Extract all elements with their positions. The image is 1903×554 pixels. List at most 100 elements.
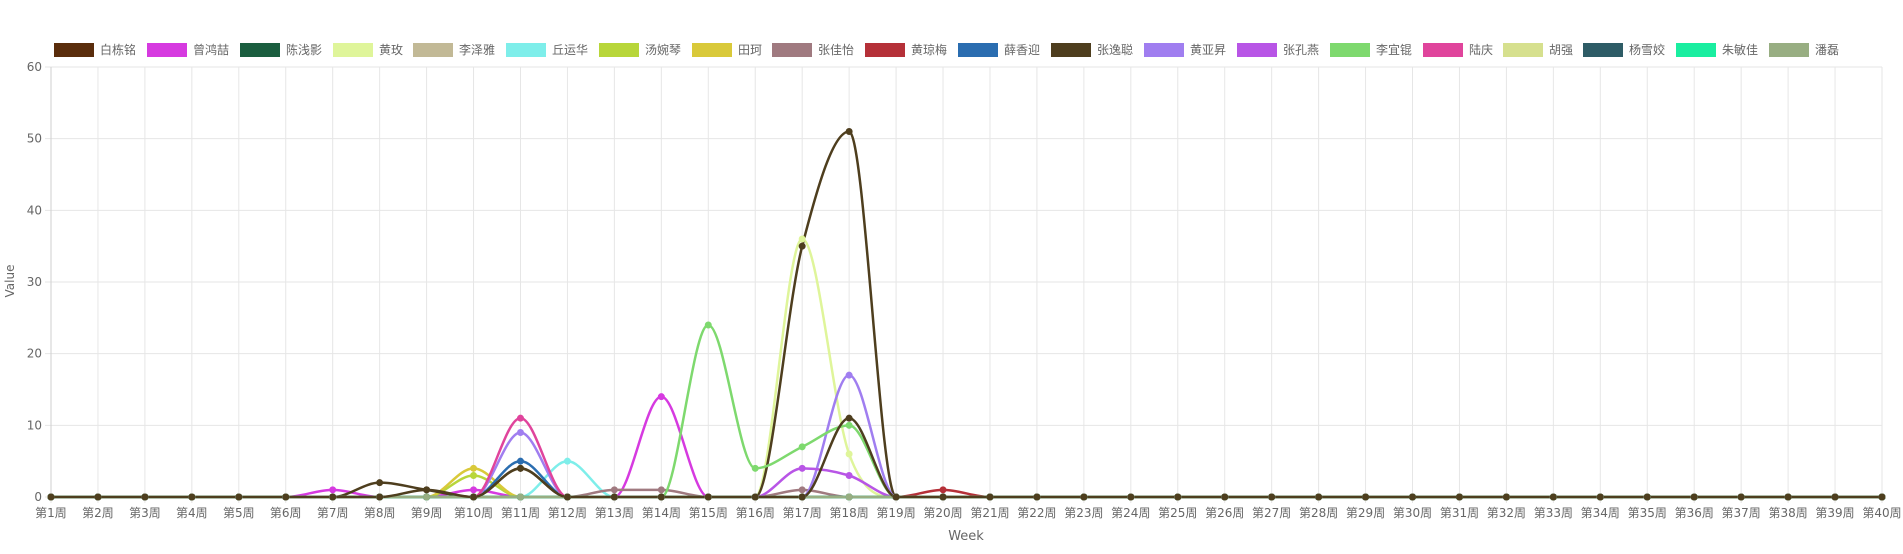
data-point[interactable]	[1127, 493, 1135, 501]
data-point[interactable]	[845, 128, 853, 135]
data-point[interactable]	[563, 493, 571, 501]
data-point[interactable]	[798, 493, 806, 501]
data-point[interactable]	[329, 493, 337, 501]
legend-label: 丘运华	[552, 43, 588, 57]
data-point[interactable]	[376, 493, 384, 501]
data-point[interactable]	[798, 486, 806, 494]
data-point[interactable]	[1737, 493, 1745, 501]
data-point[interactable]	[1502, 493, 1510, 501]
data-point[interactable]	[704, 493, 712, 501]
legend-item[interactable]: 黄玫	[333, 42, 403, 57]
legend-item[interactable]: 张逸聪	[1051, 43, 1133, 57]
data-point[interactable]	[845, 421, 853, 429]
data-point[interactable]	[704, 321, 712, 329]
data-point[interactable]	[939, 493, 947, 501]
data-point[interactable]	[423, 493, 431, 501]
legend-item[interactable]: 朱敏佳	[1676, 42, 1758, 57]
data-point[interactable]	[610, 493, 618, 501]
legend-item[interactable]: 李泽雅	[413, 42, 495, 57]
legend-item[interactable]: 黄亚昇	[1144, 43, 1226, 57]
data-point[interactable]	[141, 493, 149, 501]
data-point[interactable]	[798, 242, 806, 250]
data-point[interactable]	[845, 414, 853, 422]
legend-swatch	[1051, 43, 1091, 57]
legend-swatch	[865, 43, 905, 57]
x-tick-label: 第23周	[1064, 506, 1103, 520]
data-point[interactable]	[470, 486, 478, 494]
data-point[interactable]	[94, 493, 102, 501]
data-point[interactable]	[798, 235, 806, 243]
data-point[interactable]	[516, 429, 524, 436]
data-point[interactable]	[1455, 493, 1463, 501]
data-point[interactable]	[423, 486, 431, 494]
legend-swatch	[240, 43, 280, 57]
data-point[interactable]	[657, 393, 665, 401]
data-point[interactable]	[845, 493, 853, 501]
data-point[interactable]	[1174, 493, 1182, 501]
data-point[interactable]	[751, 464, 759, 472]
legend-item[interactable]: 张孔燕	[1237, 43, 1319, 57]
data-point[interactable]	[235, 493, 243, 501]
data-point[interactable]	[1221, 493, 1229, 501]
data-point[interactable]	[1080, 493, 1088, 501]
legend-item[interactable]: 汤婉琴	[599, 42, 681, 57]
legend-item[interactable]: 白栋铭	[54, 42, 136, 57]
data-point[interactable]	[1596, 493, 1604, 501]
data-point[interactable]	[845, 450, 853, 458]
legend-item[interactable]: 陈浅影	[240, 42, 322, 57]
legend-item[interactable]: 丘运华	[506, 43, 588, 57]
data-point[interactable]	[1784, 493, 1792, 501]
x-tick-label: 第26周	[1205, 506, 1244, 520]
data-point[interactable]	[470, 493, 478, 501]
x-tick-label: 第14周	[642, 506, 681, 520]
data-point[interactable]	[610, 486, 618, 494]
data-point[interactable]	[798, 443, 806, 451]
data-point[interactable]	[376, 479, 384, 487]
data-point[interactable]	[986, 493, 994, 501]
series-line-5	[51, 459, 1883, 499]
data-point[interactable]	[1362, 493, 1370, 501]
data-point[interactable]	[516, 464, 524, 472]
data-point[interactable]	[1643, 493, 1651, 501]
x-tick-label: 第5周	[223, 506, 255, 520]
data-point[interactable]	[1878, 493, 1886, 501]
data-point[interactable]	[329, 486, 337, 494]
data-point[interactable]	[657, 486, 665, 494]
data-point[interactable]	[516, 457, 524, 465]
data-point[interactable]	[1690, 493, 1698, 501]
data-point[interactable]	[845, 371, 853, 379]
legend-item[interactable]: 陆庆	[1423, 42, 1493, 57]
legend-label: 薛香迎	[1004, 43, 1040, 57]
data-point[interactable]	[1315, 493, 1323, 501]
legend-item[interactable]: 薛香迎	[958, 43, 1040, 57]
data-point[interactable]	[1033, 493, 1041, 501]
data-point[interactable]	[1831, 493, 1839, 501]
data-point[interactable]	[892, 493, 900, 501]
data-point[interactable]	[516, 493, 524, 501]
data-point[interactable]	[845, 472, 853, 479]
legend-item[interactable]: 胡强	[1503, 43, 1573, 57]
data-point[interactable]	[47, 493, 55, 501]
legend-item[interactable]: 张佳怡	[772, 43, 854, 57]
data-point[interactable]	[188, 493, 196, 501]
data-point[interactable]	[470, 464, 478, 472]
data-point[interactable]	[282, 493, 290, 501]
legend-item[interactable]: 李宜锟	[1330, 42, 1412, 57]
data-point[interactable]	[1268, 493, 1276, 501]
data-point[interactable]	[470, 472, 478, 479]
data-point[interactable]	[1549, 493, 1557, 501]
legend-item[interactable]: 曾鸿喆	[147, 43, 229, 57]
legend-item[interactable]: 田珂	[692, 43, 762, 57]
legend-item[interactable]: 潘磊	[1769, 43, 1839, 57]
data-point[interactable]	[1409, 493, 1417, 501]
data-point[interactable]	[798, 464, 806, 472]
x-tick-label: 第17周	[783, 506, 822, 520]
data-point[interactable]	[939, 486, 947, 494]
legend-item[interactable]: 黄琼梅	[865, 42, 947, 57]
legend-item[interactable]: 杨雪姣	[1583, 42, 1665, 57]
data-point[interactable]	[751, 493, 759, 501]
data-point[interactable]	[657, 493, 665, 501]
legend-label: 陈浅影	[286, 42, 322, 57]
data-point[interactable]	[563, 457, 571, 465]
data-point[interactable]	[516, 414, 524, 422]
